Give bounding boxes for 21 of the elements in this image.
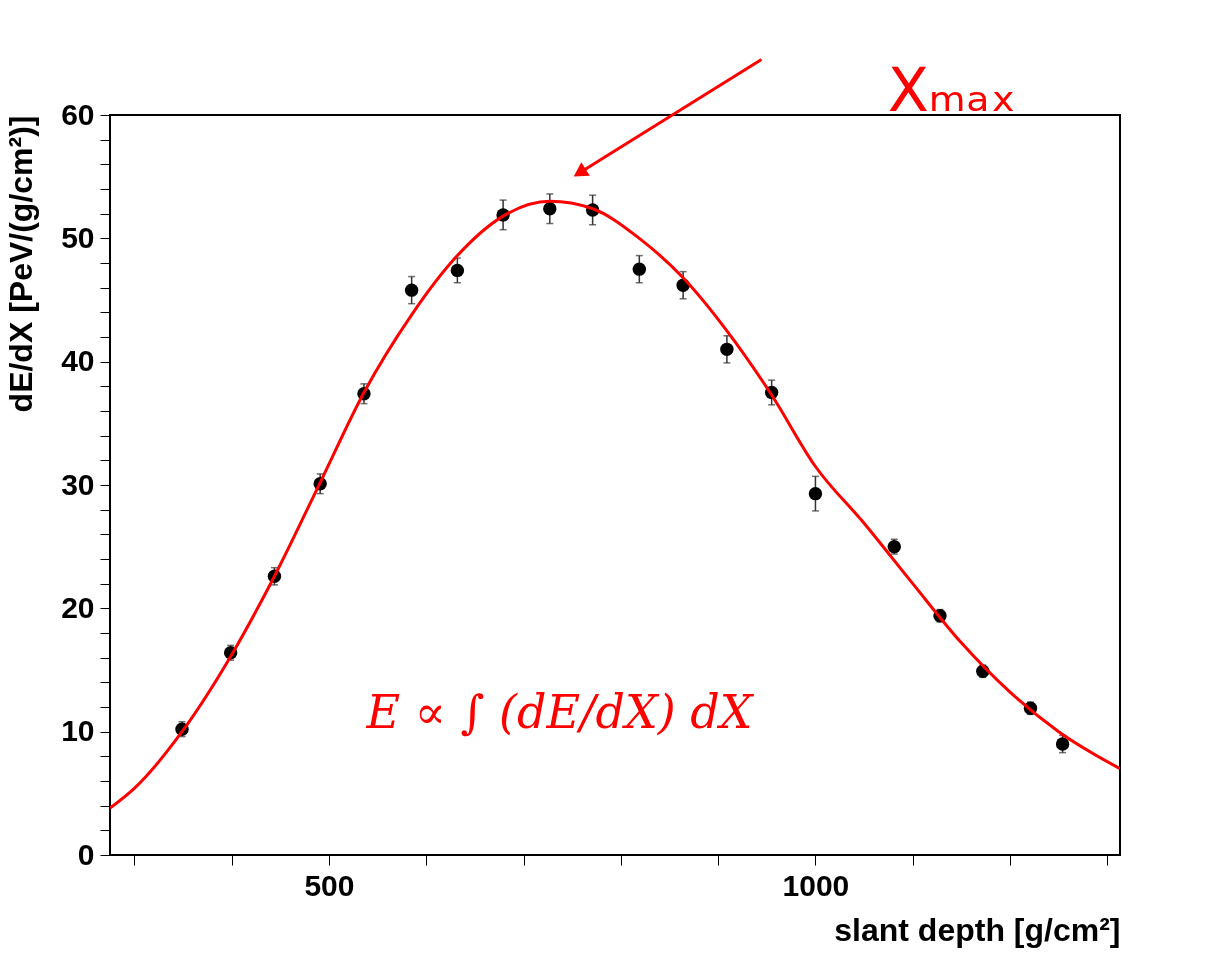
x-tick-label: 1000 (782, 868, 850, 902)
point (632, 262, 647, 276)
y-tick-label: 40 (61, 344, 95, 378)
y-tick-label: 60 (61, 97, 95, 131)
point (450, 263, 465, 278)
y-tick-label: 50 (61, 220, 95, 254)
point (808, 486, 823, 501)
point (543, 202, 557, 216)
y-tick-label: 30 (61, 467, 95, 501)
x-axis-title: slant depth [g/cm²] (834, 911, 1121, 948)
y-axis-title: dE/dX [PeV/(g/cm²)] (3, 115, 40, 413)
line-series (110, 199, 1120, 810)
annotation: Xₘₐₓ (887, 54, 1017, 125)
y-tick-label: 0 (77, 837, 95, 871)
y-tick-label: 10 (61, 714, 95, 748)
annotation: E ∝ ∫ (dE/dX) dX (365, 685, 755, 740)
point (720, 342, 734, 357)
x-tick-label: 500 (304, 868, 355, 902)
point (404, 283, 419, 297)
point (1055, 737, 1070, 751)
y-tick-label: 20 (61, 590, 95, 624)
